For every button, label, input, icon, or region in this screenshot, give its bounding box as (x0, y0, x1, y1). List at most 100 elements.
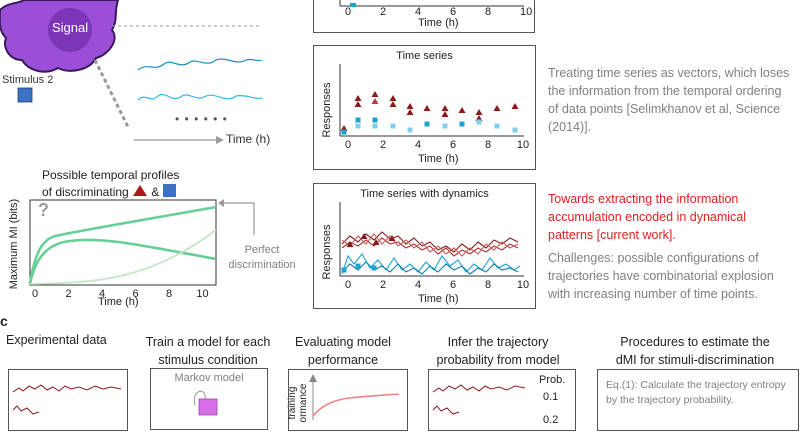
eq-line2: by the trajectory probability. (606, 394, 734, 406)
blue-marker (459, 121, 465, 127)
blue-marker (407, 127, 413, 133)
top-tick: 10 (520, 6, 533, 18)
time-series-description: Treating time series as vectors, which l… (548, 66, 790, 134)
step5-box: Eq.(1): Calculate the trajectory entropy… (597, 369, 799, 431)
dynamics-xlabel: Time (h) (418, 293, 459, 305)
markov-state-icon (198, 398, 218, 416)
red-marker (389, 101, 397, 107)
eq-line1: Eq.(1): Calculate the trajectory entropy (606, 379, 786, 391)
step2-title-line2: stimulus condition (158, 353, 258, 367)
mi-plot: 0 2 4 6 8 10 (28, 199, 255, 300)
blue-marker (390, 123, 396, 129)
perfect-line1: Perfect (244, 244, 280, 256)
red-marker (371, 98, 379, 104)
step3-title-line1: Evaluating model (295, 335, 391, 349)
step4-title-line2: probability from model (436, 353, 560, 367)
prob-label: Prob. (539, 374, 566, 386)
blue-marker (494, 123, 500, 129)
step2-title-line1: Train a model for each (145, 335, 271, 349)
red-marker (423, 105, 431, 111)
mi-tick: 4 (99, 288, 105, 300)
red-marker (372, 239, 380, 245)
step3-title-line2: performance (307, 353, 379, 367)
step5-title-line2: dMI for stimuli-discrimination (615, 353, 775, 367)
axis-tick: 2 (380, 139, 386, 151)
eq-text: Eq.(1): Calculate the trajectory entropy… (606, 378, 786, 408)
mi-ylabel: Maximum MI (bits) (8, 198, 20, 290)
dynamics-panel: Time series with dynamics 0 2 4 6 8 10 Respon… (313, 183, 536, 309)
red-marker (441, 111, 449, 117)
top-tick: 0 (345, 6, 352, 18)
step3-title: Evaluating model performance (283, 333, 403, 369)
mi-tick: 2 (65, 288, 71, 300)
blue-marker (371, 265, 377, 271)
mi-xlabel: Time (h) (98, 296, 139, 308)
step4-title: Infer the trajectory probability from mo… (423, 333, 573, 369)
red-marker (346, 241, 354, 247)
red-marker (389, 95, 397, 101)
step5-title: Procedures to estimate the dMI for stimu… (592, 333, 798, 369)
blue-marker (355, 117, 361, 123)
red-trajectory (341, 237, 519, 257)
blue-marker (372, 117, 378, 123)
step2-box: Markov model (150, 368, 268, 430)
dynamics-title: Time series with dynamics (360, 188, 489, 200)
step2-title: Train a model for each stimulus conditio… (128, 333, 288, 369)
red-marker (354, 101, 362, 107)
mi-title-line1: Possible temporal profiles (42, 168, 180, 182)
cell-label: Signal (52, 20, 89, 35)
red-marker (371, 91, 379, 97)
axis-tick: 4 (415, 139, 421, 151)
mi-tick: 6 (132, 288, 138, 300)
prob-value: 0.1 (543, 391, 559, 403)
red-marker (511, 103, 519, 109)
axis-tick: 10 (517, 139, 529, 151)
red-trajectory (341, 233, 519, 257)
blue-marker (424, 121, 430, 127)
dynamics-ylabel: Responses (321, 224, 333, 280)
blue-marker (442, 123, 448, 129)
axis-tick: 2 (380, 279, 386, 291)
blue-marker (372, 123, 378, 129)
time-series-plot: 0 2 4 6 8 10 (339, 64, 529, 151)
top-tick: 2 (380, 6, 387, 18)
stimulus2-square (17, 87, 33, 103)
mi-amp: & (151, 185, 160, 199)
time-series-title: Time series (396, 50, 453, 62)
red-marker (406, 103, 414, 109)
nucleus (48, 8, 92, 52)
red-marker (388, 235, 396, 241)
time-series-ylabel: Responses (321, 82, 333, 138)
axis-tick: 0 (345, 139, 351, 151)
step3-axis-label: training ormance (287, 383, 309, 423)
mi-title-line2: of discriminating (42, 185, 129, 199)
axis-tick: 8 (485, 279, 491, 291)
axis-tick: 8 (485, 139, 491, 151)
time-axis-label: Time (h) (226, 132, 271, 146)
stimulus2-label: Stimulus 2 (2, 74, 54, 86)
step4-box: Prob. 0.1 0.2 (428, 369, 576, 431)
axis-tick: 10 (517, 279, 529, 291)
red-marker (475, 109, 483, 115)
red-marker (441, 105, 449, 111)
prob-value2: 0.2 (543, 414, 559, 426)
mi-title-line2-row: of discriminating & (42, 184, 176, 199)
blue-marker (341, 129, 347, 135)
step3-box: training ormance (287, 369, 408, 431)
question-mark: ? (38, 200, 49, 220)
axis-tick: 6 (450, 139, 456, 151)
blue-marker (341, 267, 347, 273)
section-c-label: c (0, 313, 8, 329)
step1-box (8, 369, 128, 431)
step5-title-line1: Procedures to estimate the (620, 335, 770, 349)
blue-trajectory (341, 261, 519, 275)
step1-title: Experimental data (6, 333, 107, 347)
red-marker (354, 95, 362, 101)
dynamics-plot: 0 2 4 6 8 10 (339, 202, 529, 291)
top-tick: 6 (450, 6, 457, 18)
dynamics-red-text: Towards extracting the information accum… (548, 192, 747, 242)
red-marker (458, 107, 466, 113)
mi-tick: 8 (166, 288, 172, 300)
blue-marker (355, 263, 361, 269)
mi-tick: 10 (196, 288, 208, 300)
